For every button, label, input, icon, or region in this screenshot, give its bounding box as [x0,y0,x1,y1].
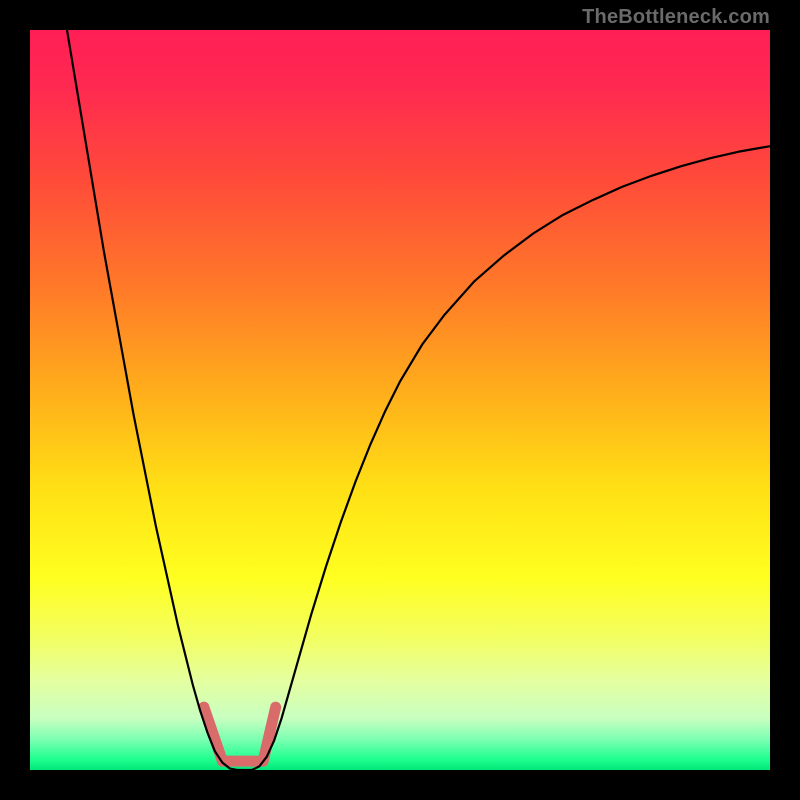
bottleneck-curve [67,30,770,770]
chart-frame: TheBottleneck.com [0,0,800,800]
curve-layer [30,30,770,770]
watermark-text: TheBottleneck.com [582,6,770,29]
plot-area [30,30,770,770]
bottom-accent [204,707,276,761]
